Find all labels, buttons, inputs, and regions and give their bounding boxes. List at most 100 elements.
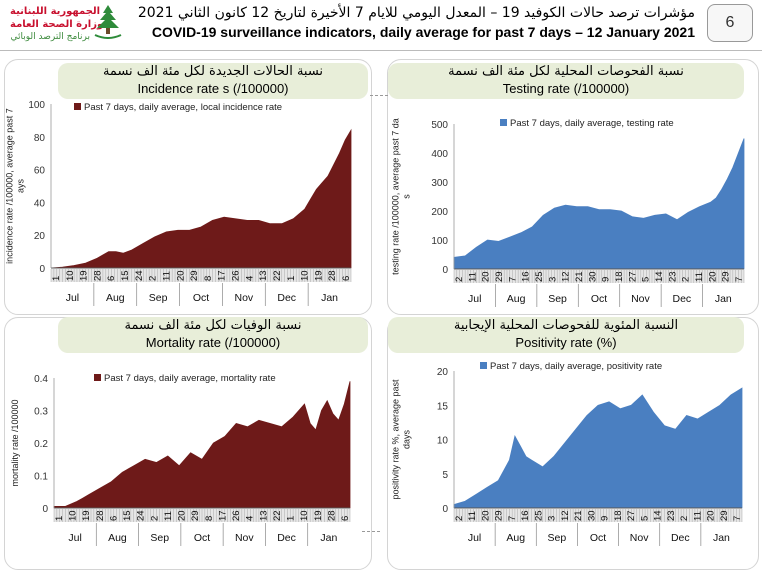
incidence-area-series xyxy=(50,128,352,269)
mortality-month-label: Dec xyxy=(277,532,296,544)
testing-day-ticks xyxy=(453,270,745,283)
mortality-chart: 00.10.20.30.41 10 19 28 6 15 24 2 11 20 29 8 17 26 4 13… xyxy=(10,373,351,546)
mortality-month-label: Nov xyxy=(235,532,254,544)
separator-dash xyxy=(370,95,388,96)
testing-x-tick-label: 12 xyxy=(561,271,572,282)
incidence-x-tick-label: 28 xyxy=(327,270,338,281)
mortality-x-tick-label: 11 xyxy=(163,511,174,521)
incidence-x-tick-label: 6 xyxy=(106,276,117,281)
incidence-legend-swatch xyxy=(74,103,81,110)
mortality-day-ticks xyxy=(53,509,351,522)
testing-x-tick-label: 25 xyxy=(534,271,545,282)
positivity-x-tick-label: 11 xyxy=(692,511,703,521)
testing-x-tick-label: 5 xyxy=(641,277,652,282)
testing-x-tick-label: 9 xyxy=(601,277,612,282)
testing-x-tick-label: 2 xyxy=(454,277,465,282)
logo-line-1: الجمهورية اللبنانية xyxy=(10,6,101,17)
positivity-area-series xyxy=(453,387,743,509)
incidence-x-tick-label: 6 xyxy=(341,276,352,281)
mortality-month-label: Jan xyxy=(320,532,337,544)
header: الجمهورية اللبنانية وزارة الصحة العامة ب… xyxy=(0,0,762,50)
positivity-x-tick-label: 9 xyxy=(600,516,611,521)
mortality-x-tick-label: 19 xyxy=(81,510,92,521)
testing-y-tick-label: 200 xyxy=(431,207,448,218)
mortality-y-tick-label: 0.1 xyxy=(34,472,48,483)
testing-month-label: Nov xyxy=(631,293,650,305)
mortality-x-tick-label: 22 xyxy=(272,510,283,521)
positivity-month-label: Aug xyxy=(506,532,525,544)
positivity-x-tick-label: 3 xyxy=(547,516,558,521)
positivity-y-tick-label: 15 xyxy=(437,401,449,412)
positivity-x-tick-label: 5 xyxy=(639,516,650,521)
positivity-x-tick-label: 2 xyxy=(679,516,690,521)
mortality-x-tick-label: 1 xyxy=(54,516,65,521)
mortality-month-label: Oct xyxy=(194,532,210,544)
incidence-x-tick-label: 24 xyxy=(134,270,145,281)
testing-x-tick-label: 21 xyxy=(574,271,585,282)
positivity-x-tick-label: 21 xyxy=(573,510,584,521)
incidence-x-tick-label: 26 xyxy=(231,270,242,281)
testing-x-tick-label: 18 xyxy=(614,271,625,282)
testing-y-tick-label: 500 xyxy=(431,120,448,131)
mortality-x-tick-label: 26 xyxy=(231,510,242,521)
positivity-month-label: Nov xyxy=(630,532,649,544)
cedar-logo-icon xyxy=(94,5,122,39)
mortality-x-tick-label: 1 xyxy=(286,516,297,521)
mortality-y-tick-label: 0.4 xyxy=(34,374,48,385)
incidence-month-label: Dec xyxy=(277,292,296,304)
mortality-y-tick-label: 0.2 xyxy=(34,439,48,450)
separator-dash xyxy=(362,531,380,532)
page-number-badge: 6 xyxy=(707,4,753,42)
mortality-x-tick-label: 28 xyxy=(326,510,337,521)
testing-x-tick-label: 11 xyxy=(694,272,705,282)
positivity-x-tick-label: 2 xyxy=(454,516,465,521)
incidence-x-tick-label: 4 xyxy=(244,276,255,281)
mortality-legend-swatch xyxy=(94,374,101,381)
positivity-y-tick-label: 10 xyxy=(437,436,449,447)
mortality-x-tick-label: 17 xyxy=(217,510,228,521)
positivity-x-tick-label: 12 xyxy=(560,510,571,521)
positivity-legend-swatch xyxy=(480,362,487,369)
testing-area-series xyxy=(453,138,745,270)
mortality-title-arabic: نسبة الوفيات لكل مئة الف نسمة xyxy=(124,318,302,333)
testing-x-tick-label: 2 xyxy=(681,277,692,282)
logo-line-3: برنامج الترصد الوبائي xyxy=(10,32,90,42)
testing-x-tick-label: 7 xyxy=(507,277,518,282)
page-title-arabic: مؤشرات ترصد حالات الكوفيد 19 – المعدل ال… xyxy=(137,5,695,21)
testing-x-tick-label: 20 xyxy=(707,271,718,282)
testing-x-tick-label: 29 xyxy=(721,271,732,282)
positivity-y-axis-label: positivity rate %, average past xyxy=(391,379,401,500)
mortality-x-tick-label: 13 xyxy=(258,510,269,521)
positivity-x-tick-label: 25 xyxy=(533,510,544,521)
testing-x-tick-label: 14 xyxy=(654,271,665,282)
positivity-y-axis-label: days xyxy=(402,429,412,449)
incidence-month-label: Nov xyxy=(235,292,254,304)
testing-title-arabic: نسبة الفحوصات المحلية لكل مئة الف نسمة xyxy=(448,64,684,79)
positivity-x-tick-label: 16 xyxy=(520,510,531,521)
incidence-x-tick-label: 10 xyxy=(65,270,76,281)
positivity-legend-label: Past 7 days, daily average, positivity r… xyxy=(490,361,662,372)
incidence-y-tick-label: 60 xyxy=(34,166,46,177)
mortality-x-tick-label: 2 xyxy=(149,516,160,521)
mortality-x-tick-label: 15 xyxy=(122,510,133,521)
testing-x-tick-label: 7 xyxy=(734,277,745,282)
incidence-month-label: Jul xyxy=(66,292,79,304)
testing-month-label: Aug xyxy=(507,293,526,305)
header-divider xyxy=(0,50,762,51)
ministry-logo-text: الجمهورية اللبنانية وزارة الصحة العامة ب… xyxy=(10,5,103,44)
testing-x-tick-label: 16 xyxy=(521,271,532,282)
mortality-x-tick-label: 6 xyxy=(108,516,119,521)
mortality-x-tick-label: 24 xyxy=(136,510,147,521)
mortality-x-tick-label: 6 xyxy=(340,516,351,521)
positivity-x-tick-label: 29 xyxy=(494,510,505,521)
positivity-month-label: Sep xyxy=(548,532,567,544)
incidence-x-tick-label: 13 xyxy=(258,270,269,281)
positivity-x-tick-label: 20 xyxy=(706,510,717,521)
mortality-y-axis-label: mortality rate /100000 xyxy=(10,399,20,486)
incidence-x-tick-label: 19 xyxy=(79,270,90,281)
mortality-month-label: Sep xyxy=(150,532,169,544)
incidence-legend-label: Past 7 days, daily average, local incide… xyxy=(84,102,282,113)
testing-title-box: نسبة الفحوصات المحلية لكل مئة الف نسمة T… xyxy=(388,63,744,99)
